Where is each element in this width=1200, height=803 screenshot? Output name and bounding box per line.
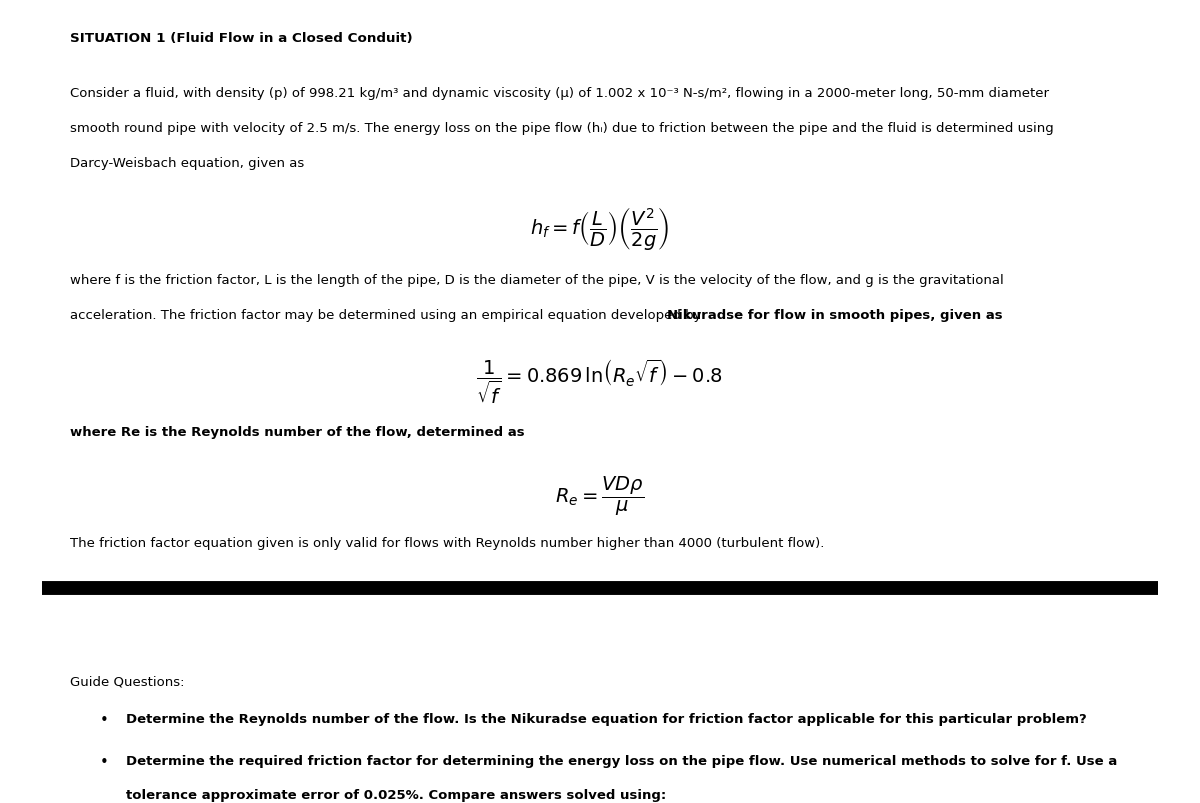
Text: Guide Questions:: Guide Questions: xyxy=(70,675,184,687)
Text: Determine the Reynolds number of the flow. Is the Nikuradse equation for frictio: Determine the Reynolds number of the flo… xyxy=(126,712,1087,725)
Text: Darcy-Weisbach equation, given as: Darcy-Weisbach equation, given as xyxy=(70,157,304,169)
Text: where f is the friction factor, L is the length of the pipe, D is the diameter o: where f is the friction factor, L is the… xyxy=(70,274,1003,287)
Text: $\dfrac{1}{\sqrt{f}} = 0.869\,\ln\!\left(R_e\sqrt{f}\right) - 0.8$: $\dfrac{1}{\sqrt{f}} = 0.869\,\ln\!\left… xyxy=(476,357,724,406)
Text: Nikuradse for flow in smooth pipes, given as: Nikuradse for flow in smooth pipes, give… xyxy=(667,308,1002,321)
Text: $h_f = f\left(\dfrac{L}{D}\right)\left(\dfrac{V^2}{2g}\right)$: $h_f = f\left(\dfrac{L}{D}\right)\left(\… xyxy=(530,205,670,251)
Text: •: • xyxy=(100,754,108,768)
Text: where Re is the Reynolds number of the flow, determined as: where Re is the Reynolds number of the f… xyxy=(70,426,524,438)
Text: acceleration. The friction factor may be determined using an empirical equation : acceleration. The friction factor may be… xyxy=(70,308,706,321)
Text: tolerance approximate error of 0.025%. Compare answers solved using:: tolerance approximate error of 0.025%. C… xyxy=(126,789,666,801)
Text: Determine the required friction factor for determining the energy loss on the pi: Determine the required friction factor f… xyxy=(126,754,1117,767)
Text: •: • xyxy=(100,712,108,728)
Text: Consider a fluid, with density (p) of 998.21 kg/m³ and dynamic viscosity (μ) of : Consider a fluid, with density (p) of 99… xyxy=(70,88,1049,100)
Text: SITUATION 1 (Fluid Flow in a Closed Conduit): SITUATION 1 (Fluid Flow in a Closed Cond… xyxy=(70,32,413,45)
Text: The friction factor equation given is only valid for flows with Reynolds number : The friction factor equation given is on… xyxy=(70,536,824,549)
Text: $R_e = \dfrac{VD\rho}{\mu}$: $R_e = \dfrac{VD\rho}{\mu}$ xyxy=(556,474,644,517)
Text: smooth round pipe with velocity of 2.5 m/s. The energy loss on the pipe flow (hᵢ: smooth round pipe with velocity of 2.5 m… xyxy=(70,122,1054,135)
